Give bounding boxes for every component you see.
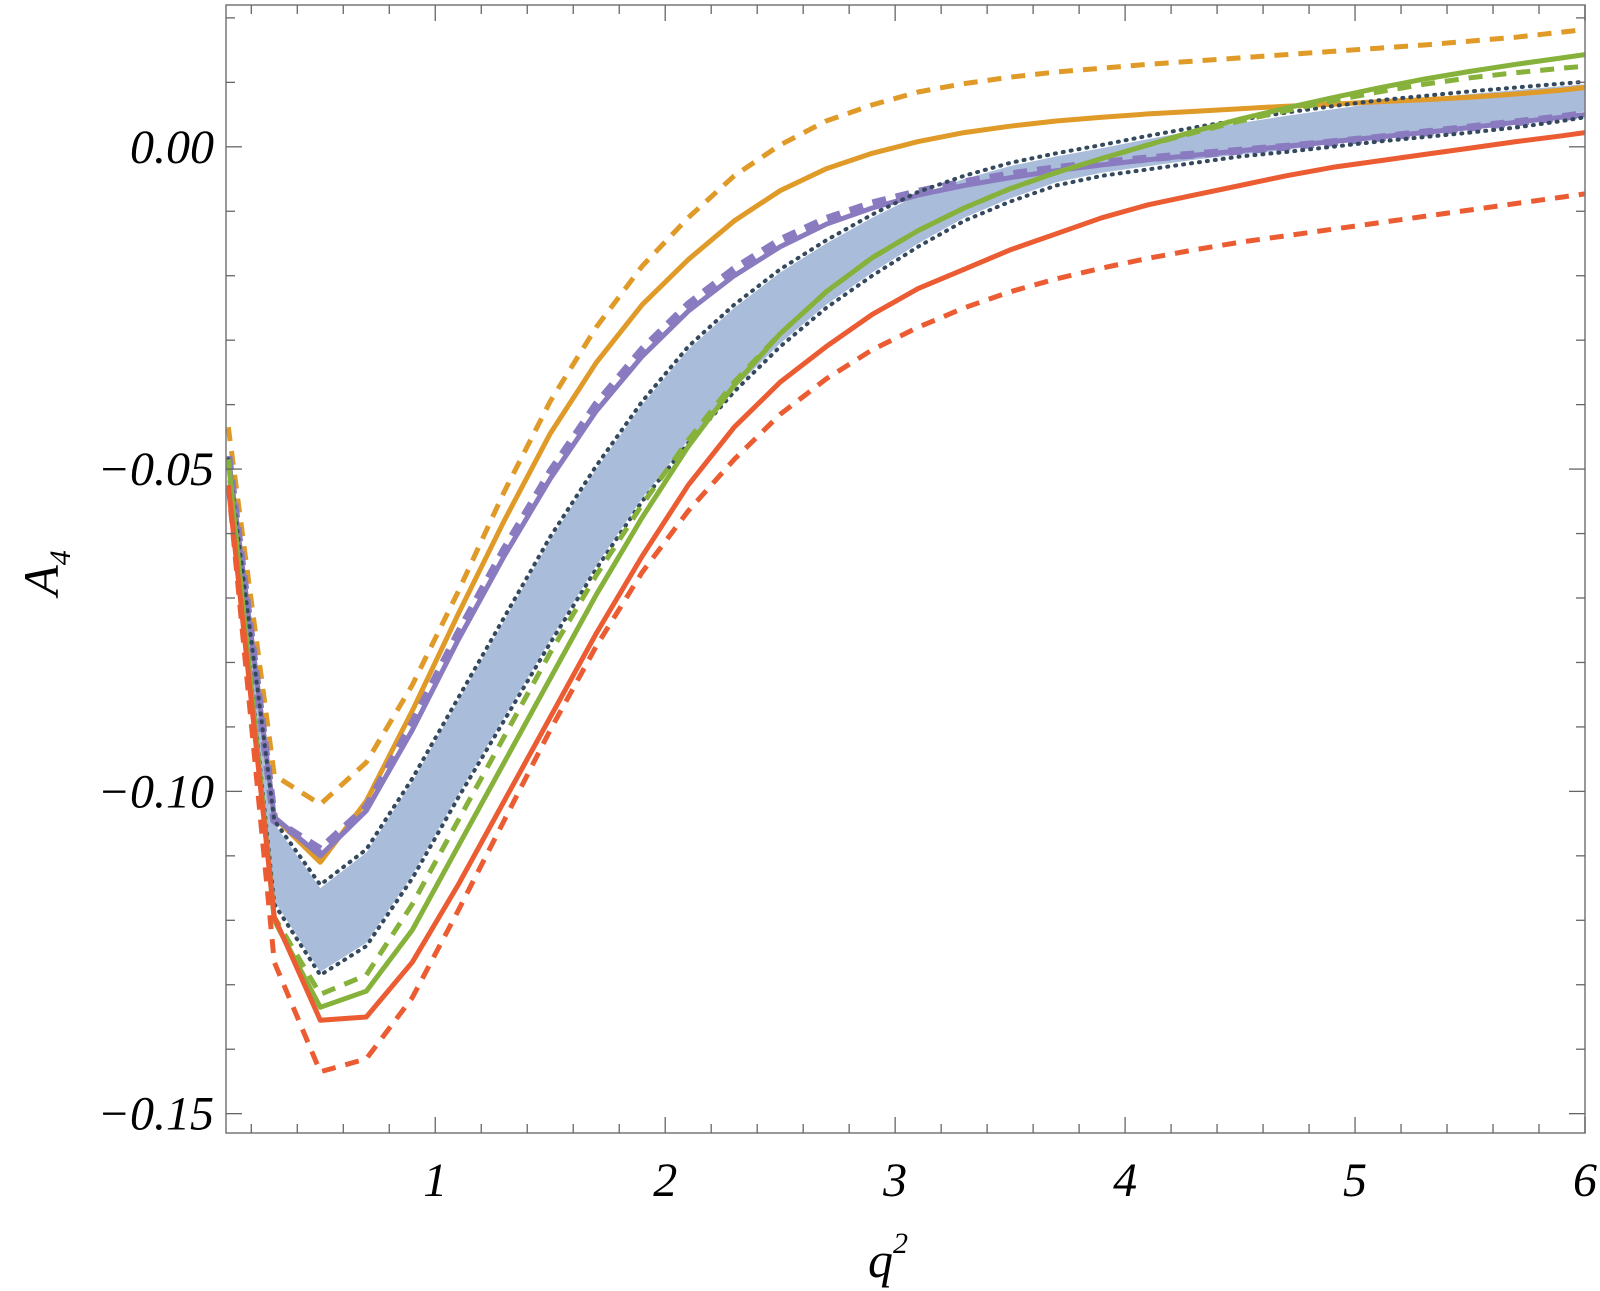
y-tick-label: −0.15: [98, 1088, 214, 1141]
series-line-8: [226, 52, 1585, 1010]
x-tick-label: 3: [882, 1154, 907, 1207]
series-line-4: [226, 112, 1585, 859]
x-tick-label: 1: [423, 1154, 447, 1207]
series-line-1: [226, 27, 1585, 807]
x-axis-title: q2: [868, 1227, 908, 1288]
series-line-6: [226, 115, 1585, 978]
uncertainty-band: [228, 84, 1585, 972]
axes: [225, 4, 1586, 1134]
y-axis-title: A4: [13, 550, 77, 599]
series-line-10: [226, 191, 1585, 1075]
y-tick-label: −0.05: [98, 443, 214, 496]
y-tick-label: −0.10: [98, 765, 214, 818]
x-axis-title-base: q: [868, 1232, 893, 1288]
plot-area: [226, 27, 1585, 1075]
x-axis-title-sup: 2: [893, 1227, 908, 1260]
y-tick-label: 0.00: [130, 121, 214, 174]
x-tick-label: 5: [1343, 1154, 1367, 1207]
x-tick-label: 4: [1113, 1154, 1137, 1207]
series-line-9: [226, 130, 1585, 1023]
tick-labels: 1 2 3 4 5 6 0.00 −0.05 −0.10 −0.15: [98, 121, 1597, 1207]
plot-frame: [225, 4, 1586, 1134]
y-axis-title-base: A: [13, 565, 69, 599]
series-line-5: [226, 79, 1585, 887]
x-tick-label: 2: [653, 1154, 677, 1207]
x-tick-label: 6: [1573, 1154, 1597, 1207]
y-axis-title-sub: 4: [44, 550, 77, 565]
